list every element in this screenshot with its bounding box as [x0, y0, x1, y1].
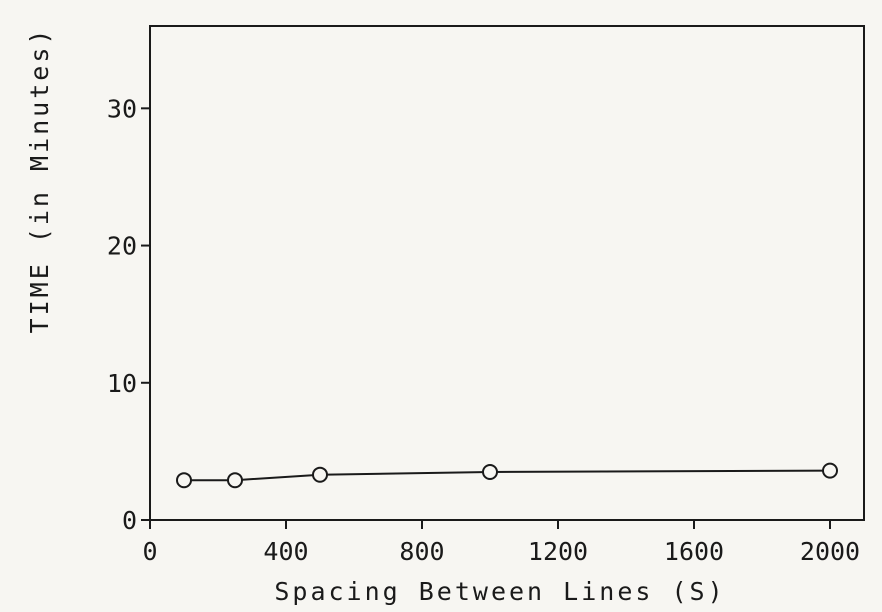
y-tick-label: 20	[107, 232, 137, 261]
x-tick-label: 2000	[800, 537, 860, 566]
x-tick-label: 1200	[528, 537, 588, 566]
y-tick-label: 30	[107, 94, 137, 123]
data-point	[227, 472, 243, 489]
y-axis-ticks: 0 10 20 30	[107, 94, 150, 535]
data-point	[822, 462, 838, 479]
data-point	[176, 472, 192, 489]
y-tick-label: 10	[107, 369, 137, 398]
x-tick-label: 1600	[664, 537, 724, 566]
x-tick-label: 0	[142, 537, 157, 566]
series-line	[184, 469, 831, 482]
data-point	[482, 463, 498, 480]
data-point	[312, 466, 328, 483]
x-axis-title: Spacing Between Lines (S)	[274, 577, 725, 606]
x-tick-label: 400	[263, 537, 308, 566]
plot-frame	[149, 25, 865, 521]
y-tick-label: 0	[122, 506, 137, 535]
x-axis-ticks: 0 400 800 1200 1600 2000	[142, 520, 860, 566]
y-axis-title: TIME (in Minutes)	[25, 27, 54, 334]
series-layer	[176, 462, 838, 489]
x-tick-label: 800	[399, 537, 444, 566]
